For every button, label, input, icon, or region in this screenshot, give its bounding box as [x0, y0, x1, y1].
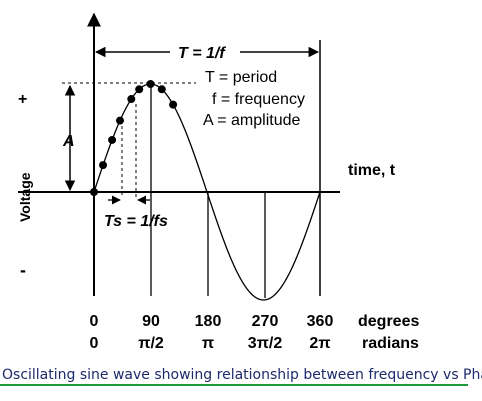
degree-tick-90: 90 — [142, 313, 160, 330]
sample-point-7 — [157, 85, 166, 94]
sample-point-6 — [146, 80, 155, 88]
sampling-label: Ts = 1/fs — [104, 213, 168, 230]
degree-tick-180: 180 — [195, 313, 222, 330]
figure-caption: Oscillating sine wave showing relationsh… — [2, 367, 482, 383]
caption-underline — [0, 384, 468, 386]
sample-point-5 — [135, 85, 144, 94]
sample-point-4 — [127, 95, 136, 104]
radian-tick-pi: π — [202, 335, 214, 352]
radian-tick-pi-2: π/2 — [138, 335, 164, 352]
period-label: T = 1/f — [178, 45, 226, 62]
legend-amplitude: A = amplitude — [203, 112, 301, 129]
time-axis-label: time, t — [348, 162, 396, 179]
sample-point-2 — [108, 135, 117, 144]
degrees-unit-label: degrees — [358, 313, 419, 330]
sample-point-0 — [90, 188, 98, 196]
radian-tick-0: 0 — [90, 335, 99, 352]
sample-point-1 — [99, 161, 108, 170]
voltage-plus: + — [18, 91, 27, 108]
sample-point-3 — [115, 116, 124, 125]
sine-wave-diagram: T = 1/f A T = period f = frequency A = a… — [17, 12, 419, 352]
amplitude-label: A — [62, 133, 75, 150]
degree-tick-0: 0 — [90, 313, 99, 330]
voltage-label: Voltage — [17, 172, 33, 222]
sample-points — [90, 80, 178, 196]
degree-tick-360: 360 — [307, 313, 334, 330]
degree-tick-270: 270 — [252, 313, 279, 330]
radian-tick-2pi: 2π — [309, 335, 330, 352]
radian-tick-3pi-2: 3π/2 — [248, 335, 283, 352]
legend-period: T = period — [205, 69, 277, 86]
voltage-minus: - — [20, 260, 26, 280]
legend-frequency: f = frequency — [212, 91, 305, 108]
sample-point-8 — [169, 100, 178, 109]
radians-unit-label: radians — [362, 335, 419, 352]
